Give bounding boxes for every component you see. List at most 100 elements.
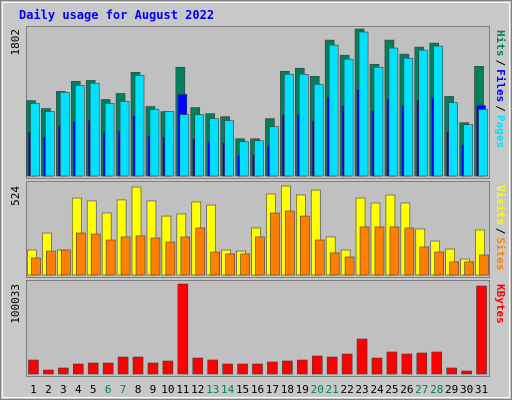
y-tick-label: 524	[9, 186, 22, 206]
x-tick-label: 2	[45, 383, 52, 396]
bar	[102, 362, 114, 375]
bar	[43, 369, 54, 375]
bar	[267, 361, 278, 375]
bar	[89, 83, 100, 177]
bar	[225, 253, 235, 276]
legend-entry: Pages	[494, 115, 507, 148]
chart-title: Daily usage for August 2022	[19, 8, 214, 22]
x-tick-label: 13	[206, 383, 219, 396]
bar	[30, 103, 40, 177]
bar	[388, 47, 399, 177]
x-tick-label: 29	[445, 383, 458, 396]
x-tick-label: 8	[135, 383, 142, 396]
bar	[463, 124, 473, 177]
bar	[45, 111, 55, 177]
x-tick-label: 15	[236, 383, 249, 396]
bar	[431, 351, 443, 375]
bar	[329, 252, 340, 276]
bar	[75, 232, 86, 276]
bar	[61, 249, 71, 276]
bar	[60, 92, 70, 177]
bar	[356, 338, 368, 375]
bar	[150, 237, 161, 276]
bar	[74, 85, 85, 177]
bar	[87, 362, 99, 375]
bar	[328, 44, 339, 177]
bar	[104, 103, 115, 177]
bar	[134, 75, 145, 177]
x-tick-label: 17	[266, 383, 279, 396]
x-tick-label: 9	[150, 383, 157, 396]
bar	[448, 102, 458, 177]
bar	[285, 210, 295, 276]
bar	[209, 118, 219, 177]
bar	[389, 226, 400, 276]
bar	[237, 363, 248, 375]
bar	[119, 101, 130, 177]
legend-entry: KBytes	[494, 284, 507, 324]
bar	[373, 66, 384, 177]
x-tick-label: 18	[281, 383, 294, 396]
x-tick-label: 31	[475, 383, 488, 396]
legend-separator: /	[494, 228, 507, 235]
bar	[269, 126, 279, 177]
bar	[165, 241, 176, 276]
bar	[464, 261, 474, 276]
bar	[478, 109, 488, 177]
bar	[58, 367, 69, 375]
x-tick-label: 7	[120, 383, 127, 396]
x-tick-label: 28	[430, 383, 443, 396]
bar	[180, 236, 191, 276]
bar	[401, 353, 413, 375]
bar	[300, 215, 310, 276]
x-tick-label: 30	[460, 383, 473, 396]
legend: Hits / Files / Pages	[494, 30, 507, 148]
bar	[358, 31, 369, 177]
x-tick-label: 21	[326, 383, 339, 396]
bar	[252, 363, 263, 375]
bar	[404, 227, 415, 276]
x-tick-label: 16	[251, 383, 264, 396]
bar	[386, 351, 398, 375]
bar	[224, 120, 234, 177]
bar	[434, 251, 445, 276]
bar	[105, 239, 116, 276]
x-tick-label: 23	[355, 383, 368, 396]
bar	[90, 233, 101, 276]
bar	[132, 356, 144, 375]
x-tick-label: 3	[60, 383, 67, 396]
bar	[326, 356, 338, 375]
bar	[135, 235, 146, 276]
legend: KBytes	[494, 284, 507, 324]
bar	[282, 360, 293, 375]
bar	[207, 359, 218, 375]
bar	[341, 353, 353, 375]
x-tick-label: 22	[340, 383, 353, 396]
bar	[461, 370, 472, 375]
y-tick-label: 100033	[9, 284, 22, 324]
x-tick-label: 10	[161, 383, 174, 396]
x-tick-label: 24	[370, 383, 384, 396]
x-tick-label: 26	[400, 383, 413, 396]
bar	[449, 261, 459, 276]
bar	[31, 257, 41, 276]
legend-entry: Visits	[494, 185, 507, 225]
bar	[433, 45, 444, 177]
bar	[270, 212, 280, 276]
x-tick-label: 25	[385, 383, 398, 396]
legend-separator: /	[494, 105, 507, 112]
bar	[239, 141, 249, 177]
bar	[28, 359, 39, 375]
bar	[299, 73, 309, 177]
bar	[284, 73, 294, 177]
legend-entry: Sites	[494, 237, 507, 270]
bar	[344, 256, 355, 276]
panel	[26, 280, 490, 377]
bar	[149, 109, 160, 177]
x-tick-label: 27	[415, 383, 428, 396]
bar	[297, 359, 308, 375]
bar	[403, 57, 414, 177]
